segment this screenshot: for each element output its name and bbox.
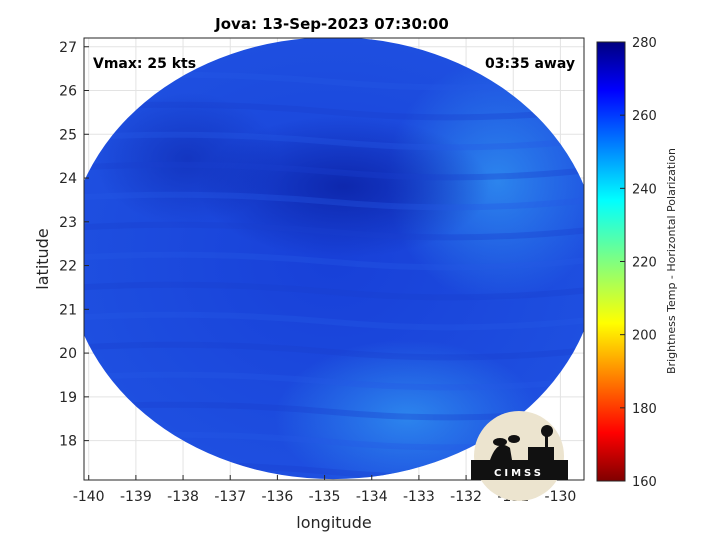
y-tick-label-9: 27 [59, 40, 77, 56]
cold-region-northwest [94, 92, 280, 225]
y-tick-label-3: 21 [59, 302, 77, 318]
y-tick-label-7: 25 [59, 127, 77, 143]
swath-streak-6 [84, 251, 584, 271]
colorbar-tick-label-0: 160 [632, 475, 657, 490]
colorbar-ticks: 160 180 200 220 240 260 280 [620, 36, 657, 490]
y-tick-label-2: 20 [59, 346, 77, 362]
x-tick-label-2: -138 [167, 489, 199, 505]
x-tick-label-8: -132 [450, 489, 482, 505]
colorbar-tick-label-3: 220 [632, 256, 657, 271]
x-axis: -140-139-138-137-136-135-134-133-132-131… [73, 475, 576, 505]
colorbar-tick-label-1: 180 [632, 402, 657, 417]
colorbar-tick-label-4: 240 [632, 182, 657, 197]
y-tick-label-6: 24 [59, 171, 77, 187]
swath-streak-5 [84, 221, 584, 241]
x-tick-label-4: -136 [262, 489, 294, 505]
colorbar-label: Brightness Temp - Horizontal Polarizatio… [665, 148, 678, 374]
swath-streak-3 [84, 161, 584, 181]
y-tick-label-1: 19 [59, 390, 77, 406]
y-tick-label-5: 23 [59, 215, 77, 231]
swath-streak-7 [84, 281, 584, 301]
swath-streak-8 [84, 311, 584, 331]
x-tick-label-1: -139 [120, 489, 152, 505]
time-away-annotation: 03:35 away [485, 56, 575, 72]
x-tick-label-0: -140 [73, 489, 105, 505]
axes-frame [83, 37, 585, 481]
vmax-annotation: Vmax: 25 kts [93, 56, 196, 72]
swath-streak-2 [84, 131, 584, 151]
y-axis: 18 19 20 21 22 23 24 25 26 27 [59, 40, 89, 450]
y-tick-label-4: 22 [59, 259, 77, 275]
colorbar-tick-label-2: 200 [632, 329, 657, 344]
x-tick-label-6: -134 [356, 489, 388, 505]
x-tick-label-5: -135 [309, 489, 341, 505]
swath-streak-1 [84, 101, 584, 121]
x-tick-label-3: -137 [214, 489, 246, 505]
cimss-logo: CIMSS [471, 411, 568, 501]
x-tick-label-10: -130 [545, 489, 577, 505]
logo-text: CIMSS [494, 468, 544, 479]
colorbar-tick-label-6: 280 [632, 36, 657, 51]
x-axis-label: longitude [296, 513, 371, 532]
y-tick-label-8: 26 [59, 84, 77, 100]
swath-streak-4 [84, 191, 584, 211]
x-tick-label-7: -133 [403, 489, 435, 505]
swath-streak-9 [84, 341, 584, 361]
y-axis-label: latitude [33, 228, 52, 289]
y-tick-label-0: 18 [59, 434, 77, 450]
colorbar-tick-label-5: 260 [632, 109, 657, 124]
chart-title: Jova: 13-Sep-2023 07:30:00 [214, 15, 449, 33]
swath-streak-10 [84, 371, 584, 391]
